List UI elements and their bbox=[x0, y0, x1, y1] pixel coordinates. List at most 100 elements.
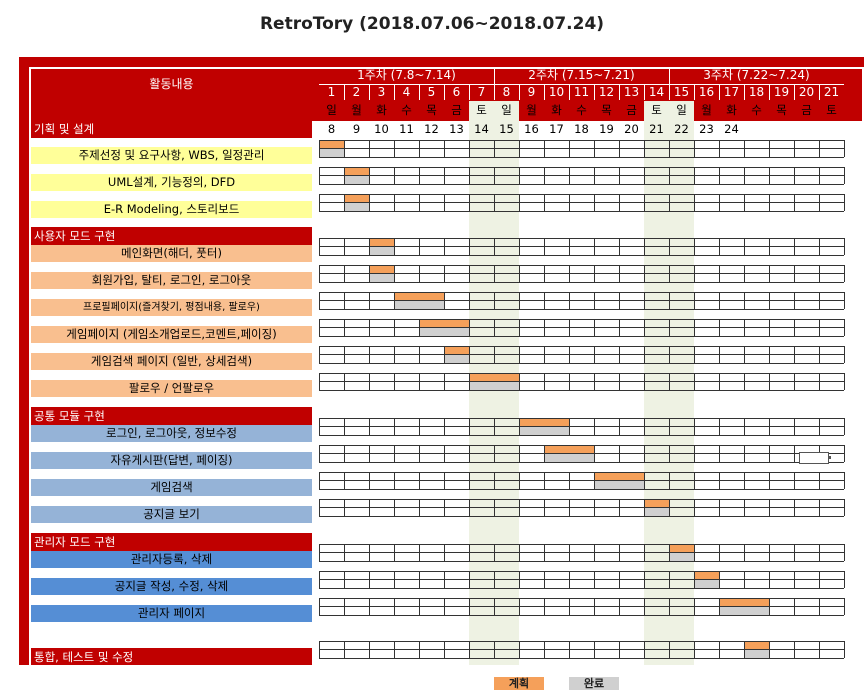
col-line bbox=[594, 544, 595, 561]
col-line bbox=[644, 140, 645, 157]
col-line bbox=[444, 292, 445, 309]
weekday-label: 일 bbox=[326, 103, 337, 117]
col-line bbox=[394, 319, 395, 336]
col-line bbox=[644, 265, 645, 282]
col-line bbox=[469, 598, 470, 615]
day-number: 20 bbox=[798, 85, 815, 99]
col-line bbox=[494, 238, 495, 255]
col-line bbox=[344, 140, 345, 157]
row-mid-line bbox=[319, 426, 844, 427]
col-line bbox=[744, 265, 745, 282]
col-line bbox=[844, 571, 845, 588]
col-line bbox=[594, 571, 595, 588]
selection-handle[interactable] bbox=[799, 452, 831, 464]
col-line bbox=[344, 641, 345, 658]
col-line bbox=[494, 265, 495, 282]
col-line bbox=[519, 445, 520, 462]
col-line bbox=[594, 167, 595, 184]
col-line bbox=[769, 544, 770, 561]
col-line bbox=[344, 167, 345, 184]
col-line bbox=[319, 346, 320, 363]
col-line bbox=[769, 641, 770, 658]
task-label: 로그인, 로그아웃, 정보수정 bbox=[31, 425, 312, 442]
row-line bbox=[319, 238, 844, 239]
row-mid-line bbox=[319, 273, 844, 274]
day-vline bbox=[444, 85, 445, 100]
col-line bbox=[744, 544, 745, 561]
col-line bbox=[394, 445, 395, 462]
col-line bbox=[694, 418, 695, 435]
col-line bbox=[544, 373, 545, 390]
col-line bbox=[844, 292, 845, 309]
col-line bbox=[669, 544, 670, 561]
row-line bbox=[319, 598, 844, 599]
row-line bbox=[319, 194, 844, 195]
col-line bbox=[494, 571, 495, 588]
col-line bbox=[494, 346, 495, 363]
day-number: 10 bbox=[548, 85, 565, 99]
section-header: 관리자 모드 구현 bbox=[31, 533, 312, 551]
col-line bbox=[794, 598, 795, 615]
date-label: 19 bbox=[599, 122, 614, 136]
col-line bbox=[494, 544, 495, 561]
col-line bbox=[844, 472, 845, 489]
col-line bbox=[644, 571, 645, 588]
task-label: 팔로우 / 언팔로우 bbox=[31, 380, 312, 397]
col-line bbox=[669, 499, 670, 516]
col-line bbox=[544, 641, 545, 658]
plan-bar bbox=[320, 141, 344, 148]
col-line bbox=[619, 319, 620, 336]
col-line bbox=[419, 544, 420, 561]
row-mid-line bbox=[319, 202, 844, 203]
col-line bbox=[694, 238, 695, 255]
day-vline bbox=[394, 85, 395, 100]
weekday-label: 목 bbox=[426, 103, 437, 117]
plan-bar bbox=[645, 500, 669, 507]
col-line bbox=[369, 641, 370, 658]
col-line bbox=[794, 292, 795, 309]
date-label: 21 bbox=[649, 122, 664, 136]
col-line bbox=[319, 598, 320, 615]
done-bar bbox=[470, 382, 519, 390]
col-line bbox=[619, 499, 620, 516]
col-line bbox=[344, 346, 345, 363]
col-line bbox=[369, 238, 370, 255]
plan-bar bbox=[470, 374, 519, 381]
col-line bbox=[694, 373, 695, 390]
col-line bbox=[819, 571, 820, 588]
col-line bbox=[669, 472, 670, 489]
col-line bbox=[319, 167, 320, 184]
day-number: 3 bbox=[377, 85, 386, 99]
col-line bbox=[794, 373, 795, 390]
col-line bbox=[644, 445, 645, 462]
col-line bbox=[719, 238, 720, 255]
col-line bbox=[469, 238, 470, 255]
col-line bbox=[319, 238, 320, 255]
col-line bbox=[744, 641, 745, 658]
col-line bbox=[769, 238, 770, 255]
col-line bbox=[644, 319, 645, 336]
col-line bbox=[619, 418, 620, 435]
col-line bbox=[769, 571, 770, 588]
col-line bbox=[719, 319, 720, 336]
col-line bbox=[769, 265, 770, 282]
col-line bbox=[469, 445, 470, 462]
task-label: 공지글 보기 bbox=[31, 506, 312, 523]
col-line bbox=[819, 167, 820, 184]
col-line bbox=[619, 641, 620, 658]
row-line bbox=[319, 641, 844, 642]
done-bar bbox=[370, 247, 394, 255]
col-line bbox=[619, 292, 620, 309]
task-label: UML설계, 기능정의, DFD bbox=[31, 174, 312, 191]
col-line bbox=[444, 499, 445, 516]
col-line bbox=[744, 499, 745, 516]
col-line bbox=[844, 265, 845, 282]
col-line bbox=[369, 167, 370, 184]
row-line bbox=[319, 561, 844, 562]
date-label: 20 bbox=[624, 122, 639, 136]
day-number: 16 bbox=[698, 85, 715, 99]
row-mid-line bbox=[319, 175, 844, 176]
col-line bbox=[519, 472, 520, 489]
col-line bbox=[619, 238, 620, 255]
col-line bbox=[419, 238, 420, 255]
